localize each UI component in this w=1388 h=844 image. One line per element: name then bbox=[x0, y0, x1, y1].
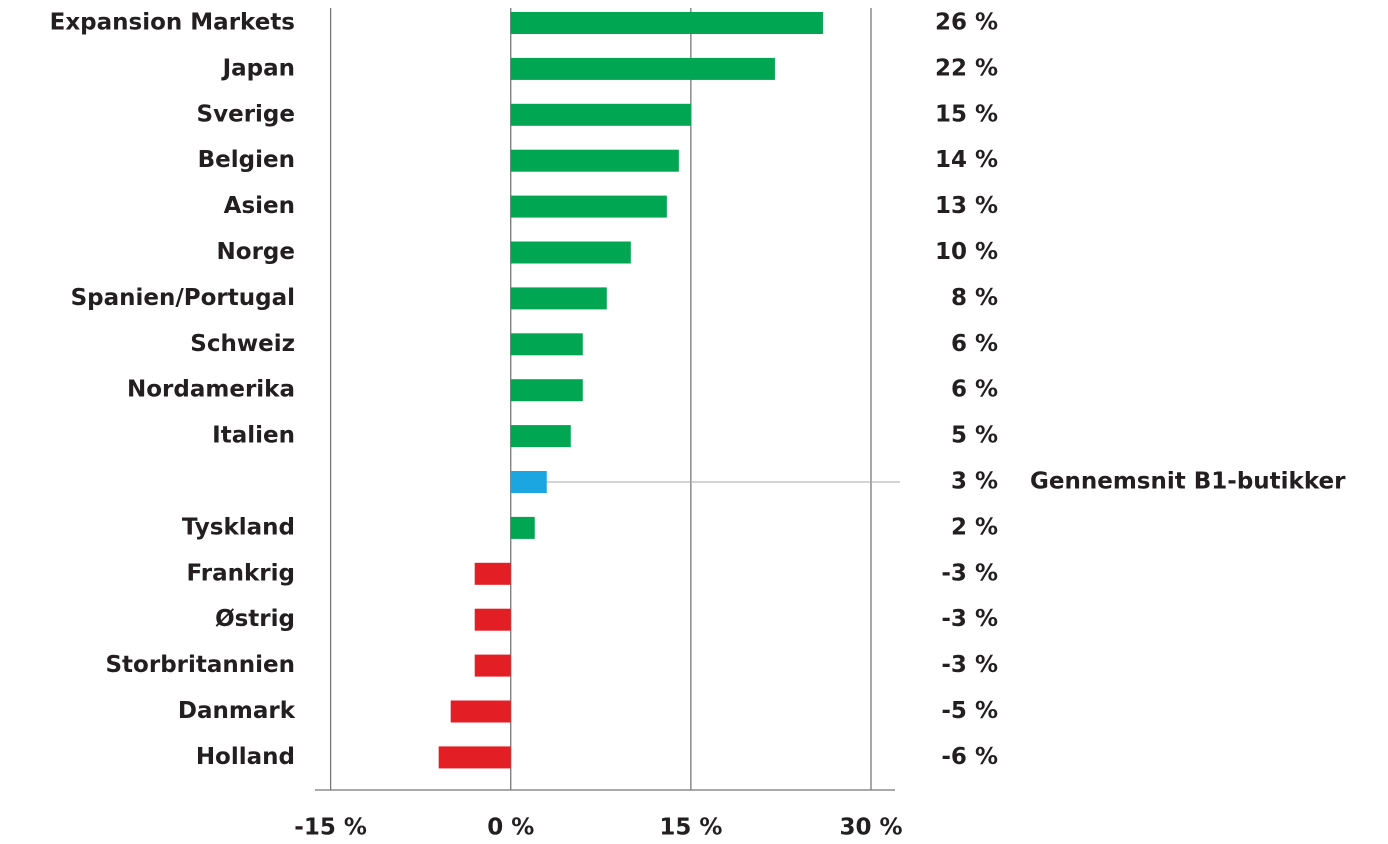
bar bbox=[474, 562, 511, 585]
y-tick-label: Belgien bbox=[198, 147, 295, 173]
bar bbox=[450, 700, 511, 723]
bar bbox=[510, 149, 679, 172]
annotation: Gennemsnit B1-butikker bbox=[1030, 469, 1346, 495]
bar bbox=[510, 287, 607, 310]
value-label: 10 % bbox=[935, 239, 998, 265]
bar bbox=[510, 379, 583, 402]
bar bbox=[510, 57, 775, 80]
y-tick-label: Østrig bbox=[215, 606, 295, 632]
y-tick-label: Italien bbox=[212, 423, 295, 449]
y-tick-label: Spanien/Portugal bbox=[71, 285, 295, 311]
value-label: 5 % bbox=[951, 423, 998, 449]
value-label: 14 % bbox=[935, 147, 998, 173]
value-label: 26 % bbox=[935, 10, 998, 36]
bar bbox=[474, 608, 511, 631]
value-label: -3 % bbox=[941, 560, 998, 586]
value-label: 8 % bbox=[951, 285, 998, 311]
y-tick-label: Japan bbox=[221, 55, 295, 81]
y-tick-label: Nordamerika bbox=[127, 377, 295, 403]
y-tick-label: Frankrig bbox=[187, 560, 295, 586]
value-label: -3 % bbox=[941, 606, 998, 632]
value-label: -5 % bbox=[941, 698, 998, 724]
bar bbox=[510, 471, 547, 493]
y-tick-label: Tyskland bbox=[182, 514, 295, 540]
value-label: 15 % bbox=[935, 101, 998, 127]
bar bbox=[438, 746, 511, 769]
y-tick-label: Danmark bbox=[178, 698, 296, 724]
x-tick-label: -15 % bbox=[294, 815, 367, 841]
value-label: -3 % bbox=[941, 652, 998, 678]
value-label: 6 % bbox=[951, 331, 998, 357]
bar bbox=[510, 516, 535, 539]
bar bbox=[510, 333, 583, 356]
x-tick-label: 30 % bbox=[839, 815, 902, 841]
bar bbox=[510, 241, 631, 264]
bar bbox=[510, 103, 691, 126]
value-label: 3 % bbox=[951, 469, 998, 495]
y-tick-label: Holland bbox=[196, 744, 295, 770]
bar bbox=[510, 12, 823, 34]
value-label: 6 % bbox=[951, 377, 998, 403]
bar bbox=[474, 654, 511, 677]
value-label: 13 % bbox=[935, 193, 998, 219]
value-label: 2 % bbox=[951, 514, 998, 540]
value-label: -6 % bbox=[941, 744, 998, 770]
y-tick-label: Norge bbox=[217, 239, 295, 265]
y-tick-label: Storbritannien bbox=[105, 652, 295, 678]
y-tick-label: Expansion Markets bbox=[50, 10, 295, 36]
x-tick-label: 0 % bbox=[487, 815, 534, 841]
y-tick-label: Schweiz bbox=[190, 331, 295, 357]
y-tick-label: Asien bbox=[224, 193, 295, 219]
x-tick-label: 15 % bbox=[659, 815, 722, 841]
y-tick-label: Sverige bbox=[197, 101, 295, 127]
bar bbox=[510, 195, 667, 218]
bar bbox=[510, 425, 571, 448]
value-label: 22 % bbox=[935, 55, 998, 81]
